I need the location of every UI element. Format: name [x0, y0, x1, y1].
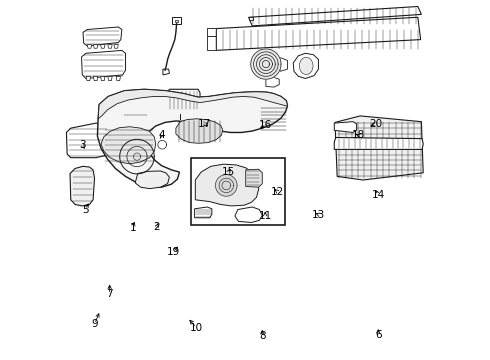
Polygon shape: [176, 110, 187, 114]
Polygon shape: [114, 45, 118, 48]
Text: 14: 14: [371, 190, 385, 200]
Polygon shape: [70, 166, 95, 206]
Text: 17: 17: [198, 119, 211, 129]
Polygon shape: [98, 89, 288, 119]
Text: 5: 5: [82, 204, 89, 215]
Text: 18: 18: [352, 130, 366, 140]
Text: 13: 13: [312, 210, 325, 220]
Polygon shape: [213, 17, 421, 50]
Polygon shape: [83, 27, 122, 46]
Text: 6: 6: [375, 330, 382, 340]
Polygon shape: [235, 207, 262, 222]
Text: 19: 19: [167, 247, 180, 257]
Polygon shape: [86, 76, 91, 81]
Polygon shape: [100, 76, 105, 81]
Polygon shape: [135, 171, 170, 189]
Text: 2: 2: [153, 222, 160, 232]
Polygon shape: [335, 116, 423, 180]
Polygon shape: [154, 104, 165, 114]
Polygon shape: [245, 169, 262, 187]
Polygon shape: [334, 138, 423, 149]
Polygon shape: [248, 17, 253, 20]
Polygon shape: [175, 20, 178, 22]
Polygon shape: [280, 58, 288, 71]
Text: 9: 9: [91, 319, 98, 329]
Polygon shape: [87, 45, 92, 48]
Ellipse shape: [299, 57, 313, 75]
Polygon shape: [116, 76, 121, 81]
Polygon shape: [94, 76, 98, 81]
Polygon shape: [293, 53, 318, 78]
Polygon shape: [248, 6, 421, 26]
Polygon shape: [207, 28, 216, 36]
Polygon shape: [101, 127, 156, 164]
Polygon shape: [108, 45, 112, 48]
Polygon shape: [168, 89, 200, 111]
Polygon shape: [176, 119, 222, 143]
Polygon shape: [94, 45, 98, 48]
Text: 8: 8: [259, 331, 266, 341]
Text: 16: 16: [259, 120, 272, 130]
Polygon shape: [122, 104, 149, 117]
Polygon shape: [196, 164, 259, 206]
Text: 3: 3: [79, 140, 86, 150]
Polygon shape: [207, 36, 216, 50]
Polygon shape: [195, 207, 212, 218]
Polygon shape: [216, 175, 237, 196]
Text: 15: 15: [222, 167, 235, 177]
Text: 10: 10: [190, 323, 203, 333]
Text: 11: 11: [259, 211, 272, 221]
Polygon shape: [266, 77, 279, 87]
Polygon shape: [172, 17, 181, 24]
Polygon shape: [98, 89, 288, 187]
Polygon shape: [251, 49, 281, 79]
Text: 20: 20: [369, 119, 382, 129]
Text: 4: 4: [158, 130, 165, 140]
Polygon shape: [67, 123, 109, 158]
Polygon shape: [100, 45, 105, 48]
Polygon shape: [108, 76, 112, 81]
Polygon shape: [81, 50, 125, 78]
Text: 12: 12: [271, 186, 284, 197]
Text: 1: 1: [129, 222, 136, 233]
Polygon shape: [334, 122, 357, 132]
Bar: [191, 158, 285, 225]
Text: 7: 7: [106, 289, 113, 300]
Polygon shape: [163, 69, 170, 75]
